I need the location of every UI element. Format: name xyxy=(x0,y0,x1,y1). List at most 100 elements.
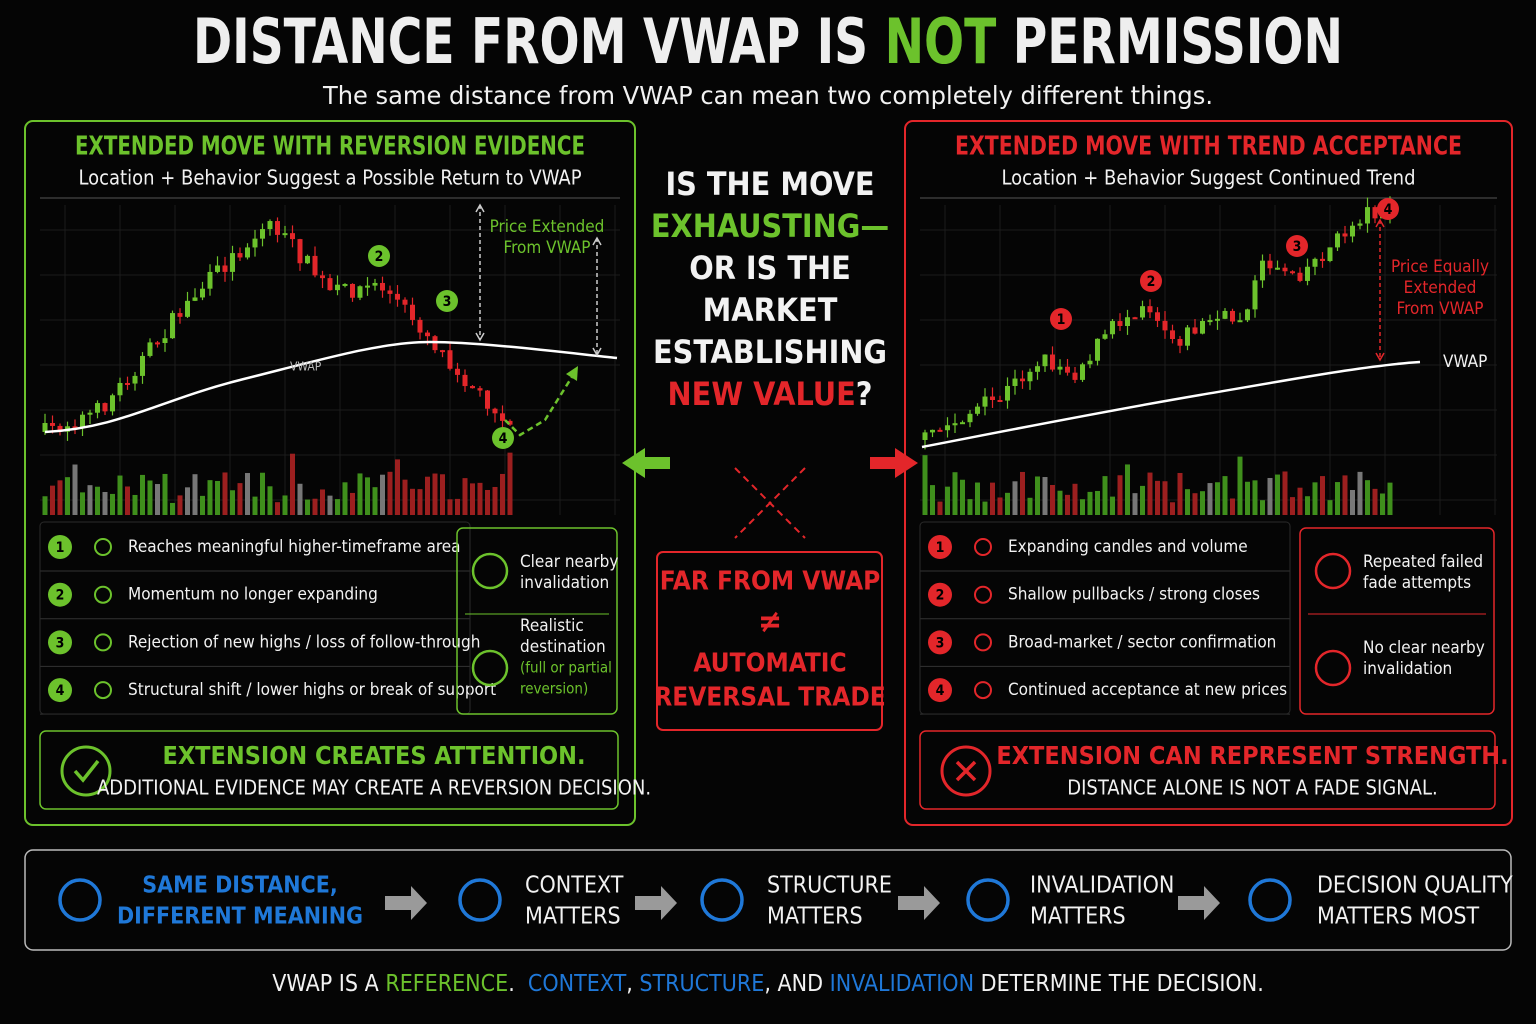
candle-body xyxy=(72,426,78,429)
volume-bar xyxy=(147,480,153,515)
item-number-badge xyxy=(928,630,952,655)
volume-bar xyxy=(95,486,100,515)
candle-body xyxy=(320,275,325,279)
annotation: Extended xyxy=(1404,278,1477,298)
candle-body xyxy=(117,382,123,396)
candle-body xyxy=(425,332,430,337)
volume-bar xyxy=(1072,483,1078,515)
volume-bar xyxy=(507,452,513,515)
volume-bar xyxy=(1327,500,1333,515)
item-icon xyxy=(94,681,112,700)
title-part: DISTANCE FROM VWAP IS xyxy=(193,5,885,78)
item-icon xyxy=(974,585,992,604)
volume-bar xyxy=(952,472,958,515)
candle-body xyxy=(87,412,93,415)
annotation: From VWAP xyxy=(504,238,591,258)
question-part: MARKET xyxy=(703,291,838,329)
volume-bar xyxy=(170,502,175,515)
candle-body xyxy=(102,403,108,412)
volume-bar xyxy=(1020,471,1025,515)
volume-bar xyxy=(982,501,988,515)
volume-bar xyxy=(297,483,303,515)
verdict-line: FAR FROM VWAP xyxy=(660,567,881,597)
arrow-head xyxy=(1375,218,1385,362)
verdict-line: AUTOMATIC xyxy=(693,649,846,679)
volume-bar xyxy=(1305,496,1310,515)
candle-body xyxy=(1162,320,1168,331)
candle-body xyxy=(1200,320,1205,334)
panel-frame xyxy=(904,120,1513,826)
panel-title: EXTENDED MOVE WITH TREND ACCEPTANCE xyxy=(955,132,1462,162)
volume-bar xyxy=(410,488,415,515)
question-line: OR IS THE xyxy=(689,249,851,287)
candle-body xyxy=(110,395,115,412)
candle-body xyxy=(1132,317,1138,320)
candle-body xyxy=(440,350,445,353)
volume-bar xyxy=(462,478,468,515)
volume-bar xyxy=(1237,456,1243,515)
candle-body xyxy=(50,423,55,426)
candle-body xyxy=(1065,366,1070,373)
volume-bar xyxy=(132,494,138,515)
candle-body xyxy=(1252,280,1258,310)
question-part: NEW VALUE xyxy=(668,375,856,413)
panel-subtitle: Location + Behavior Suggest a Possible R… xyxy=(78,166,581,190)
volume-bar xyxy=(237,483,243,515)
volume-bar xyxy=(417,489,423,515)
flow-arrow xyxy=(635,886,677,920)
arrow-head xyxy=(566,366,578,381)
question-part: EXHAUSTING— xyxy=(651,207,889,245)
candle-body xyxy=(485,390,490,409)
flow-icon xyxy=(58,878,102,922)
candle-body xyxy=(1312,258,1318,267)
arrow-right xyxy=(870,448,918,478)
volume-bar xyxy=(305,499,310,515)
candle-body xyxy=(1222,310,1228,319)
volume-bar xyxy=(140,474,145,515)
item-number-badge xyxy=(48,630,72,655)
candle-body xyxy=(1335,233,1340,248)
candle-body xyxy=(997,399,1003,402)
flow-text: DECISION QUALITY xyxy=(1317,873,1513,899)
candle-body xyxy=(1012,378,1018,386)
candle-body xyxy=(990,396,995,400)
item-text: Structural shift / lower highs or break … xyxy=(128,680,496,700)
candle-body xyxy=(1020,378,1025,382)
marker xyxy=(1377,198,1399,220)
candle-body xyxy=(1087,360,1093,365)
verdict-frame xyxy=(656,551,883,731)
note-icon xyxy=(471,552,509,590)
item-number-badge xyxy=(928,678,952,703)
candle-body xyxy=(507,420,513,425)
item-icon xyxy=(974,681,992,700)
volume-bar xyxy=(342,482,348,515)
item-number-badge xyxy=(928,535,952,559)
volume-bar xyxy=(477,482,483,515)
candle-body xyxy=(1177,339,1183,346)
volume-bar xyxy=(930,485,935,515)
volume-bar xyxy=(72,464,78,515)
candle-body xyxy=(1057,366,1063,370)
reversion-path xyxy=(504,371,577,437)
volume-bar xyxy=(102,491,108,515)
volume-bar xyxy=(1215,482,1220,515)
marker-label: 4 xyxy=(499,431,508,447)
volume-bar xyxy=(1207,483,1213,515)
marker xyxy=(1140,270,1162,292)
volume-bar xyxy=(1282,471,1288,515)
marker-label: 3 xyxy=(1293,239,1302,255)
volume-bar xyxy=(1335,482,1340,515)
volume-bar xyxy=(1162,481,1168,515)
volume-bar xyxy=(1320,476,1325,515)
volume-bar xyxy=(185,487,190,515)
candle-body xyxy=(982,396,988,407)
candle-body xyxy=(1305,266,1310,281)
candle-body xyxy=(252,238,258,248)
candle-body xyxy=(305,255,310,264)
volume-bar xyxy=(1350,489,1355,515)
candle-body xyxy=(125,382,130,385)
candle-body xyxy=(1260,260,1265,281)
marker-label: 1 xyxy=(1057,312,1066,328)
item-number: 4 xyxy=(936,683,945,699)
volume-bar xyxy=(387,471,393,515)
